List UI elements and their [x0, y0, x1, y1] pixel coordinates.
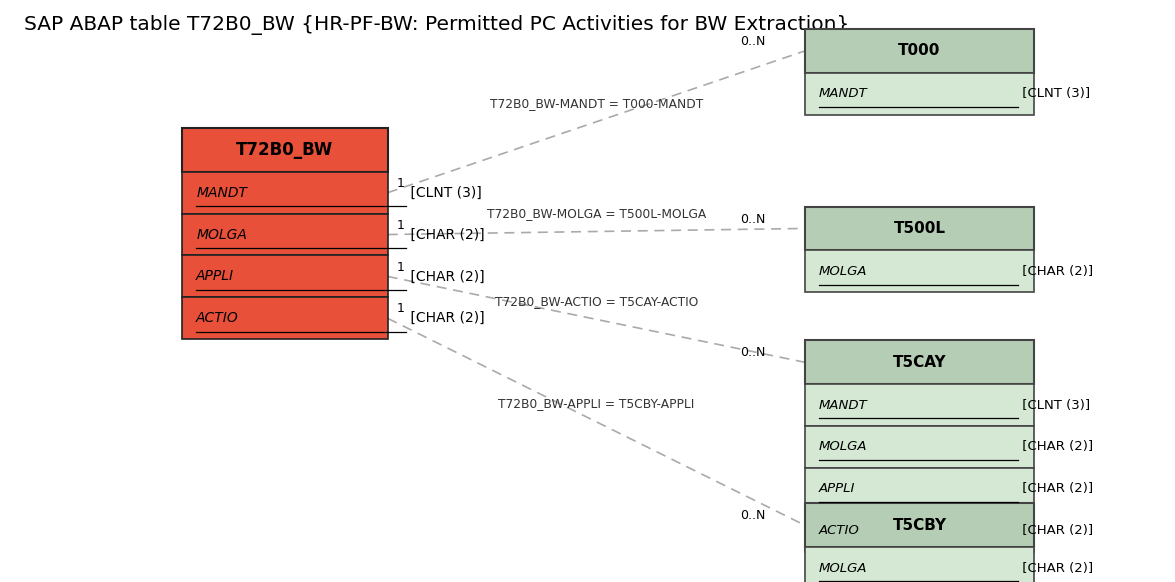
Text: 0..N: 0..N: [740, 212, 766, 225]
Text: [CHAR (2)]: [CHAR (2)]: [1018, 265, 1093, 278]
Text: ACTIO: ACTIO: [196, 311, 239, 325]
Text: [CHAR (2)]: [CHAR (2)]: [405, 269, 484, 283]
Text: 0..N: 0..N: [740, 35, 766, 48]
Text: T72B0_BW: T72B0_BW: [236, 141, 334, 159]
Text: 1: 1: [397, 177, 405, 190]
Text: [CLNT (3)]: [CLNT (3)]: [1018, 87, 1090, 100]
Bar: [805, 547, 1034, 582]
Text: MANDT: MANDT: [819, 399, 867, 411]
Text: [CLNT (3)]: [CLNT (3)]: [1018, 399, 1090, 411]
Text: T000: T000: [898, 44, 941, 58]
Bar: [805, 207, 1034, 250]
Text: T72B0_BW-APPLI = T5CBY-APPLI: T72B0_BW-APPLI = T5CBY-APPLI: [498, 397, 694, 410]
Bar: [805, 468, 1034, 510]
Bar: [805, 426, 1034, 468]
Text: [CHAR (2)]: [CHAR (2)]: [405, 311, 484, 325]
Text: T72B0_BW-MANDT = T000-MANDT: T72B0_BW-MANDT = T000-MANDT: [490, 97, 703, 110]
Bar: [805, 384, 1034, 426]
Bar: [182, 172, 388, 214]
Bar: [805, 340, 1034, 384]
Text: T5CAY: T5CAY: [893, 355, 946, 370]
Text: APPLI: APPLI: [819, 482, 855, 495]
Text: [CHAR (2)]: [CHAR (2)]: [1018, 441, 1093, 453]
Text: 1: 1: [397, 261, 405, 274]
Text: MOLGA: MOLGA: [196, 228, 247, 242]
Text: 0..N: 0..N: [740, 509, 766, 523]
Text: MANDT: MANDT: [819, 87, 867, 100]
Text: [CHAR (2)]: [CHAR (2)]: [1018, 524, 1093, 537]
Text: ACTIO: ACTIO: [819, 524, 860, 537]
Text: MOLGA: MOLGA: [819, 441, 867, 453]
Text: MANDT: MANDT: [196, 186, 247, 200]
Text: T72B0_BW-ACTIO = T5CAY-ACTIO: T72B0_BW-ACTIO = T5CAY-ACTIO: [495, 294, 698, 308]
Bar: [805, 73, 1034, 115]
Text: 1: 1: [397, 219, 405, 232]
Text: [CLNT (3)]: [CLNT (3)]: [405, 186, 482, 200]
Bar: [805, 29, 1034, 73]
Text: T72B0_BW-MOLGA = T500L-MOLGA: T72B0_BW-MOLGA = T500L-MOLGA: [486, 207, 706, 220]
Bar: [182, 128, 388, 172]
Text: [CHAR (2)]: [CHAR (2)]: [1018, 482, 1093, 495]
Bar: [182, 255, 388, 297]
Text: 0..N: 0..N: [740, 346, 766, 359]
Bar: [805, 503, 1034, 547]
Text: T5CBY: T5CBY: [892, 518, 947, 533]
Bar: [182, 297, 388, 339]
Text: SAP ABAP table T72B0_BW {HR-PF-BW: Permitted PC Activities for BW Extraction}: SAP ABAP table T72B0_BW {HR-PF-BW: Permi…: [24, 15, 848, 34]
Bar: [805, 510, 1034, 552]
Text: [CHAR (2)]: [CHAR (2)]: [1018, 562, 1093, 574]
Text: MOLGA: MOLGA: [819, 265, 867, 278]
Text: [CHAR (2)]: [CHAR (2)]: [405, 228, 484, 242]
Text: MOLGA: MOLGA: [819, 562, 867, 574]
Bar: [805, 250, 1034, 292]
Text: T500L: T500L: [893, 221, 946, 236]
Bar: [182, 214, 388, 255]
Text: 1: 1: [397, 303, 405, 315]
Text: APPLI: APPLI: [196, 269, 234, 283]
